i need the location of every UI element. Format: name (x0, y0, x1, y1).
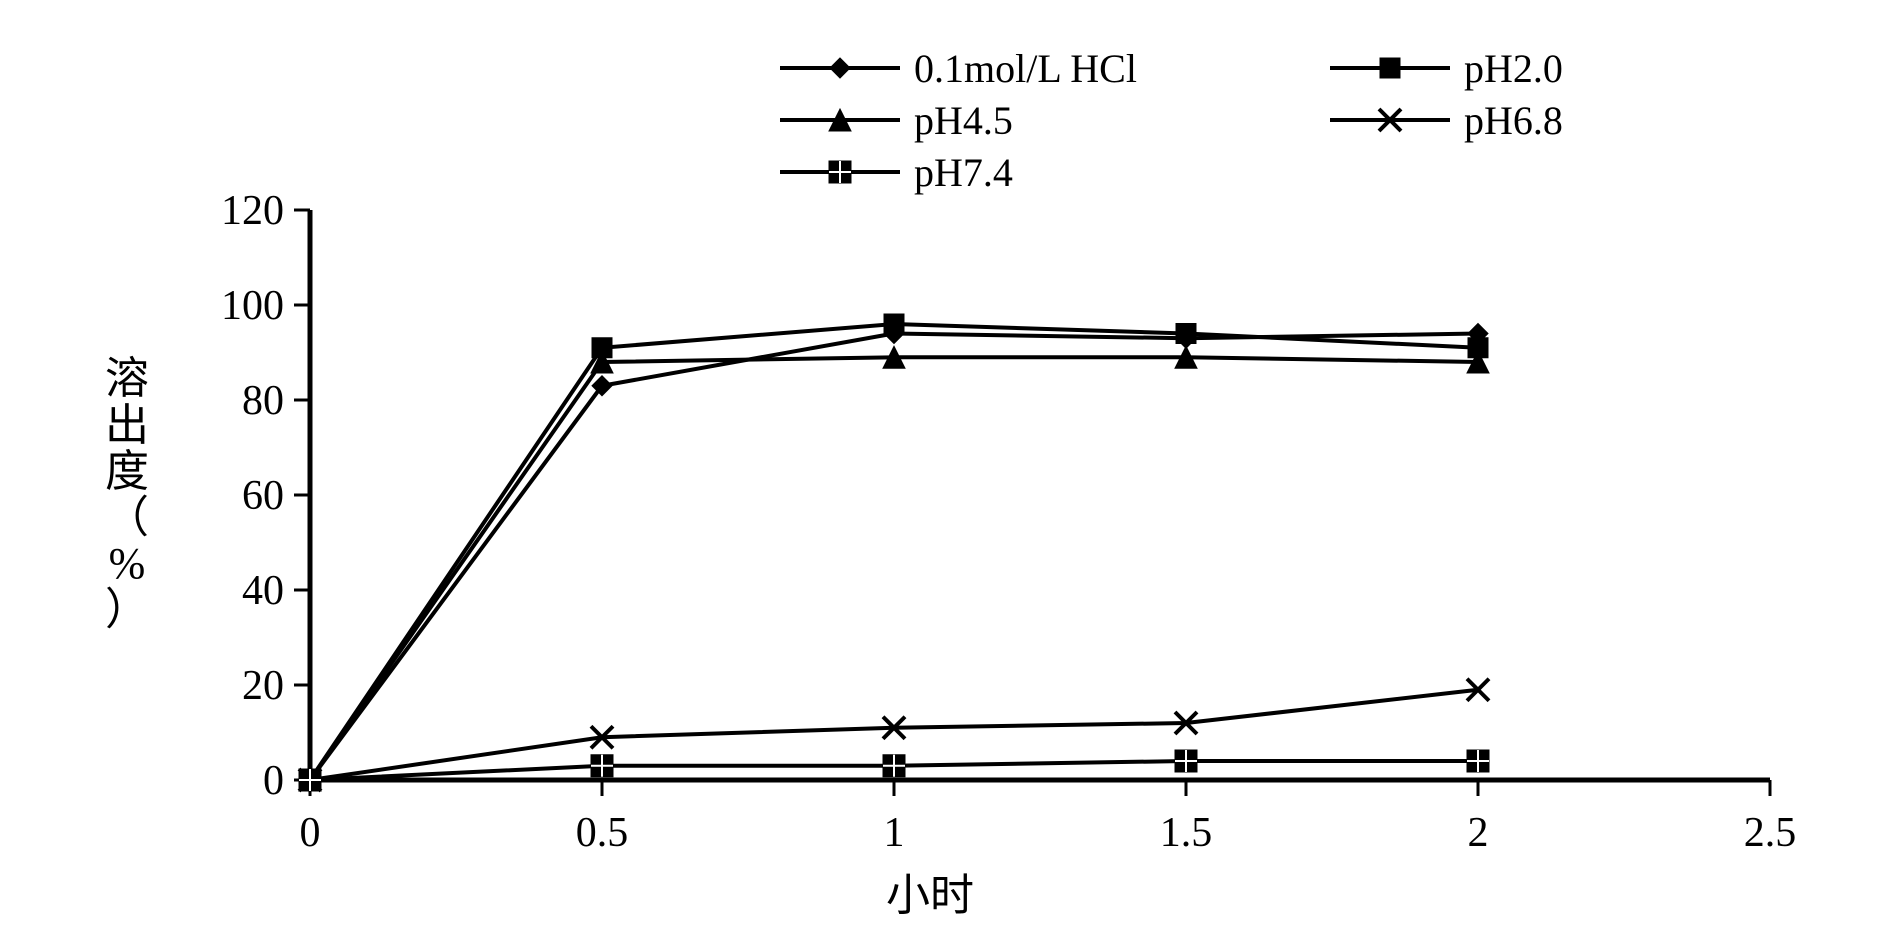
y-tick-label: 0 (263, 758, 284, 804)
series-ph45 (299, 346, 1489, 791)
x-axis-title: 小时 (886, 871, 974, 920)
y-axis-label-char: ） (105, 587, 149, 633)
y-tick-label: 100 (221, 283, 284, 329)
square-marker (1176, 324, 1196, 344)
y-tick-label: 80 (242, 378, 284, 424)
y-tick-label: 60 (242, 473, 284, 519)
y-axis-label-char: 度 (105, 449, 149, 495)
legend-item-hcl: 0.1mol/L HCl (780, 46, 1137, 91)
legend-label: pH2.0 (1464, 46, 1563, 91)
y-axis-label: 溶出度（%） (105, 356, 149, 633)
legend-item-ph2: pH2.0 (1330, 46, 1563, 91)
x-tick-label: 0.5 (576, 810, 629, 856)
y-tick-label: 40 (242, 568, 284, 614)
y-axis-label-char: （ (105, 495, 149, 541)
y-tick-label: 120 (221, 188, 284, 234)
square-marker (884, 314, 904, 334)
y-tick-label: 20 (242, 663, 284, 709)
legend-label: pH7.4 (914, 150, 1013, 195)
square-marker (1380, 58, 1400, 78)
y-axis-label-char: 出 (105, 403, 149, 449)
legend-label: 0.1mol/L HCl (914, 46, 1137, 91)
legend-label: pH6.8 (1464, 98, 1563, 143)
y-axis-label-char: 溶 (105, 356, 149, 402)
y-axis-label-char: % (109, 541, 146, 587)
series-line-ph45 (310, 357, 1478, 780)
series-hcl (300, 324, 1488, 791)
dissolution-chart: 0 0.5 1 1.5 2 2.5 小时 0 20 40 60 80 100 120 0.1mol/L HC… (0, 0, 1896, 952)
x-tick-label: 2.5 (1744, 810, 1797, 856)
x-tick-label: 2 (1468, 810, 1489, 856)
chart-svg: 0 0.5 1 1.5 2 2.5 小时 0 20 40 60 80 100 120 0.1mol/L HC… (0, 0, 1896, 952)
diamond-marker (830, 58, 850, 78)
x-tick-label: 0 (300, 810, 321, 856)
series-line-hcl (310, 334, 1478, 781)
legend-label: pH4.5 (914, 98, 1013, 143)
x-tick-label: 1.5 (1160, 810, 1213, 856)
legend-item-ph45: pH4.5 (780, 98, 1013, 143)
x-tick-label: 1 (884, 810, 905, 856)
legend-item-ph68: pH6.8 (1330, 98, 1563, 143)
legend-item-ph74: pH7.4 (780, 150, 1013, 195)
